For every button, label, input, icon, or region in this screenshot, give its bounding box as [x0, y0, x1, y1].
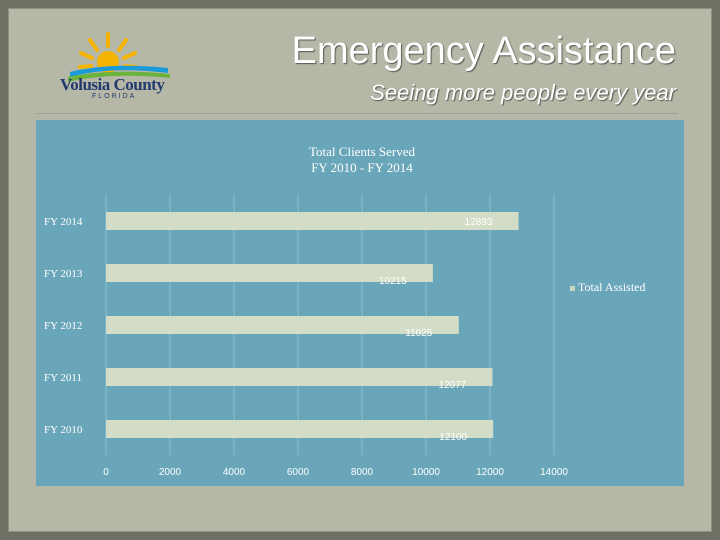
- x-tick-label: 10000: [412, 467, 440, 478]
- land-wave-icon: [68, 71, 170, 82]
- category-label: FY 2010: [44, 424, 83, 436]
- data-label: 10215: [379, 276, 407, 287]
- volusia-county-logo: [68, 32, 170, 82]
- category-label: FY 2012: [44, 320, 82, 332]
- chart-title-line1: Total Clients Served: [309, 144, 415, 159]
- x-tick-label: 6000: [287, 467, 310, 478]
- logo-state: FLORIDA: [92, 93, 137, 100]
- page-title: Emergency Assistance: [291, 30, 676, 72]
- x-tick-label: 0: [103, 467, 109, 478]
- bar-chart: 0 2000 4000 6000 8000 10000 12000 14000 FY 2014 1…: [44, 195, 568, 478]
- title-divider: [36, 113, 678, 114]
- bar: [106, 368, 493, 386]
- chart-legend: Total Assisted: [570, 280, 646, 295]
- category-label: FY 2014: [44, 216, 83, 228]
- chart-title-line2: FY 2010 - FY 2014: [311, 160, 413, 175]
- x-tick-label: 14000: [540, 467, 568, 478]
- x-tick-label: 4000: [223, 467, 246, 478]
- bar: [106, 212, 519, 230]
- chart-area: Total Clients Served FY 2010 - FY 2014 0…: [36, 120, 684, 486]
- category-label: FY 2013: [44, 268, 83, 280]
- bar: [106, 316, 459, 334]
- x-tick-label: 8000: [351, 467, 374, 478]
- data-label: 12893: [465, 217, 493, 228]
- page-subtitle: Seeing more people every year: [370, 80, 676, 105]
- data-label: 11025: [405, 328, 433, 339]
- bar: [106, 420, 494, 438]
- category-label: FY 2011: [44, 372, 82, 384]
- chart-title: Total Clients Served FY 2010 - FY 2014: [266, 144, 458, 176]
- water-wave-icon: [70, 65, 168, 77]
- bar: [106, 264, 433, 282]
- logo-name: Volusia County: [60, 75, 165, 94]
- data-label: 12077: [439, 380, 467, 391]
- data-label: 12100: [439, 432, 467, 443]
- x-tick-label: 2000: [159, 467, 182, 478]
- legend-swatch: [570, 285, 575, 291]
- legend-label: Total Assisted: [578, 280, 646, 294]
- x-tick-label: 12000: [476, 467, 504, 478]
